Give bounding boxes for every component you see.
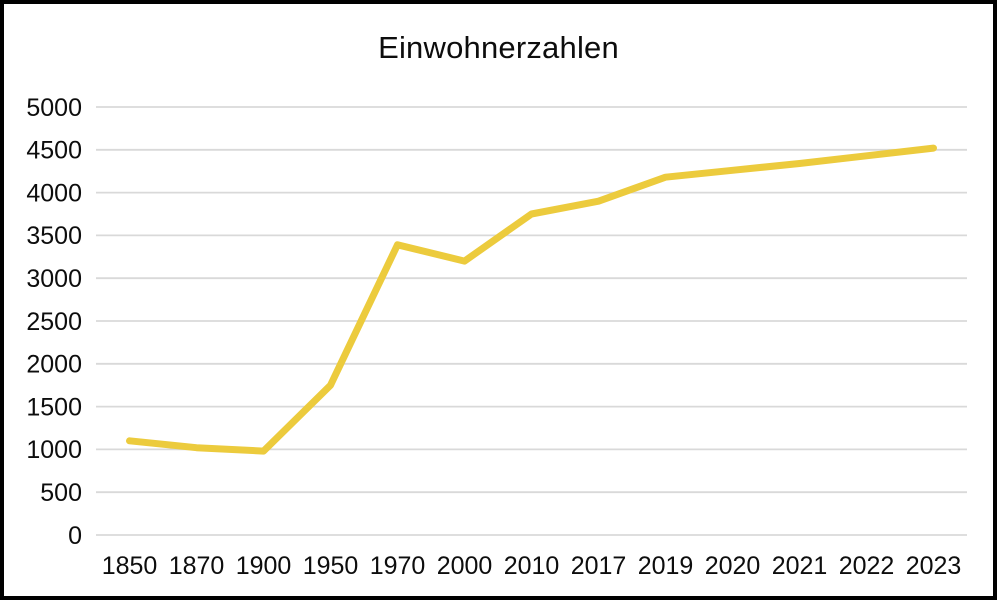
x-tick-label: 2020 (705, 552, 761, 580)
data-line-series (126, 144, 937, 455)
line-chart-plot: 0 500 1000 1500 2000 2500 3000 3500 4000 4500 5000… (26, 94, 967, 580)
y-tick-label: 1500 (26, 393, 82, 421)
x-tick-label: 2021 (772, 552, 828, 580)
y-tick-label: 0 (68, 522, 82, 550)
y-tick-label: 5000 (26, 94, 82, 122)
y-tick-label: 2500 (26, 308, 82, 336)
x-tick-label: 1900 (236, 552, 292, 580)
y-tick-label: 4000 (26, 179, 82, 207)
y-tick-label: 2000 (26, 351, 82, 379)
y-tick-label: 500 (40, 479, 82, 507)
x-tick-label: 1870 (169, 552, 225, 580)
x-tick-label: 1850 (102, 552, 158, 580)
x-tick-label: 2000 (437, 552, 493, 580)
x-tick-label: 1970 (370, 552, 426, 580)
y-tick-label: 1000 (26, 436, 82, 464)
x-tick-label: 2019 (638, 552, 694, 580)
x-tick-label: 2010 (504, 552, 560, 580)
x-tick-label: 2023 (906, 552, 962, 580)
y-tick-label: 3500 (26, 222, 82, 250)
y-tick-label: 3000 (26, 265, 82, 293)
chart-title: Einwohnerzahlen (378, 30, 619, 65)
x-tick-label: 1950 (303, 552, 359, 580)
y-tick-label: 4500 (26, 137, 82, 165)
x-tick-label: 2017 (571, 552, 627, 580)
x-tick-label: 2022 (839, 552, 895, 580)
